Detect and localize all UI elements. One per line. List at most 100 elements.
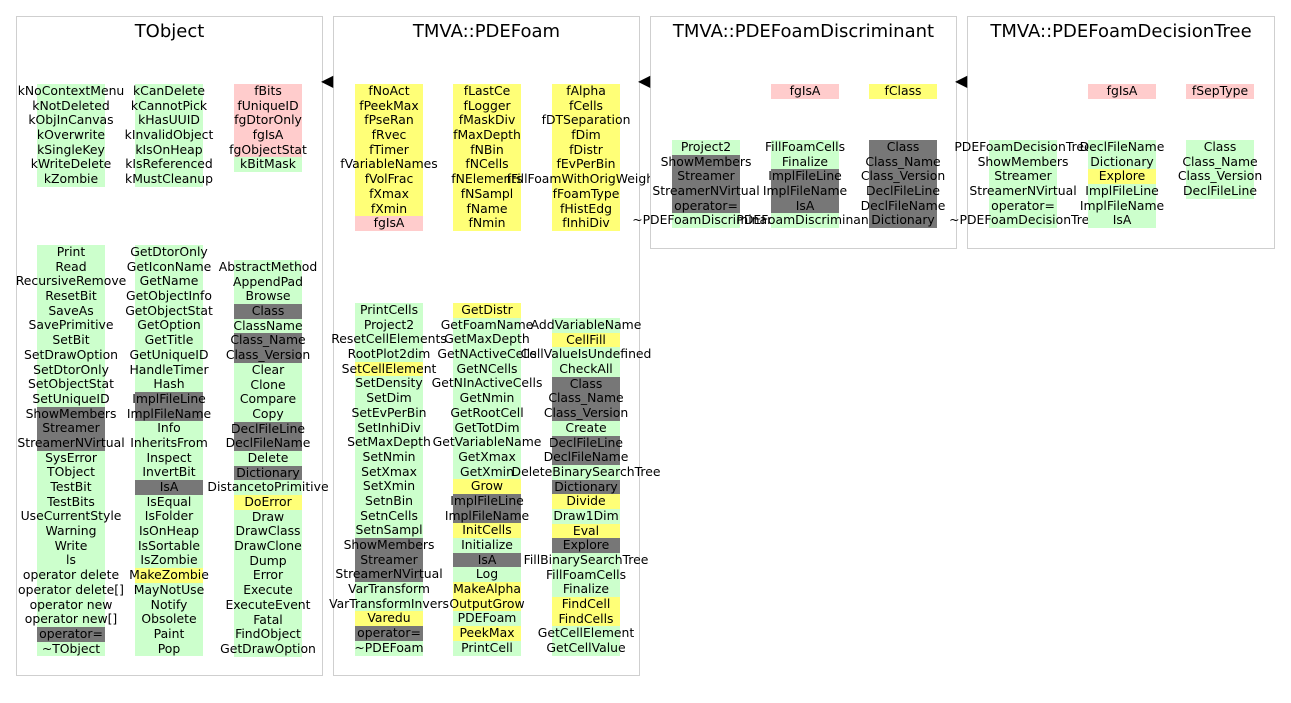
member-item: DeclFileLine bbox=[866, 183, 940, 199]
member-item: Dictionary bbox=[869, 213, 937, 229]
member-item: Class bbox=[552, 375, 620, 392]
member-item-bg bbox=[135, 391, 203, 407]
member-item-label: Clear bbox=[251, 361, 285, 377]
member-item-bg bbox=[1186, 140, 1254, 155]
member-item-label: TestBit bbox=[50, 479, 92, 494]
member-item: IsOnHeap bbox=[135, 523, 203, 539]
member-item-bg bbox=[869, 169, 937, 185]
member-item-label: SetnCells bbox=[360, 507, 418, 523]
member-item-bg bbox=[37, 172, 105, 187]
member-item-label: TestBits bbox=[47, 493, 95, 509]
member-item-bg bbox=[552, 172, 620, 187]
member-item: PrintCells bbox=[355, 302, 423, 318]
member-item: Project2 bbox=[672, 139, 740, 155]
member-item-bg bbox=[355, 626, 423, 641]
member-item-label: SetDim bbox=[366, 390, 412, 406]
member-item-label: Pop bbox=[157, 640, 181, 656]
member-item: fName bbox=[453, 201, 521, 217]
member-item-bg bbox=[1186, 169, 1254, 185]
member-item-label: Project2 bbox=[363, 316, 415, 332]
member-item-label: PeekMax bbox=[459, 625, 515, 641]
member-item-label: SetXmin bbox=[362, 478, 416, 494]
member-item-label: GetUniqueID bbox=[129, 346, 209, 362]
member-item-bg bbox=[135, 465, 203, 480]
member-item: AbstractMethod bbox=[219, 259, 317, 275]
member-item: kInvalidObject bbox=[125, 127, 213, 143]
member-item-bg bbox=[234, 509, 302, 525]
member-item-label: DeclFileLine bbox=[549, 434, 623, 450]
member-item-label: fgDtorOnly bbox=[234, 112, 302, 128]
member-item-label: UseCurrentStyle bbox=[20, 508, 122, 524]
member-column: AbstractMethod AppendPad Browse Class ClassN… bbox=[207, 259, 329, 657]
member-item: ResetCellElements bbox=[331, 332, 447, 348]
member-item: Divide bbox=[552, 494, 620, 509]
member-item-bg bbox=[453, 640, 521, 656]
member-item-label: FillBinarySearchTree bbox=[523, 552, 649, 567]
member-item-bg bbox=[355, 538, 423, 553]
member-item-bg bbox=[135, 274, 203, 290]
member-item-bg bbox=[37, 435, 105, 451]
member-item-bg bbox=[355, 142, 423, 158]
member-item-bg bbox=[552, 626, 620, 642]
member-item: Inspect bbox=[135, 450, 203, 466]
member-item: SetnCells bbox=[355, 507, 423, 524]
member-item: fNSampl bbox=[453, 186, 521, 202]
member-item-label: ImplFileLine bbox=[132, 390, 206, 406]
member-item-bg bbox=[234, 568, 302, 584]
member-item-label: IsSortable bbox=[137, 537, 201, 553]
member-item: fFoamType bbox=[552, 186, 620, 202]
member-item-bg bbox=[552, 597, 620, 612]
member-item-label: ~PDEFoamDecisionTree bbox=[949, 212, 1097, 228]
member-item-label: Class_Version bbox=[543, 405, 629, 421]
member-item-bg bbox=[453, 201, 521, 217]
member-column: fBits fUniqueID fgDtorOnly fgIsA fgObjectSta… bbox=[229, 83, 307, 173]
member-item: DrawClass bbox=[234, 524, 302, 540]
member-item-bg bbox=[453, 172, 521, 187]
member-item-label: Class bbox=[569, 375, 603, 391]
member-item-label: fXmin bbox=[370, 200, 408, 216]
member-item-label: Hash bbox=[153, 376, 185, 392]
member-item-bg bbox=[771, 140, 839, 155]
member-item: OutputGrow bbox=[449, 596, 525, 612]
member-item-bg bbox=[453, 449, 521, 465]
member-item-label: GetTotDim bbox=[454, 419, 520, 435]
member-item-bg bbox=[234, 304, 302, 319]
member-item-bg bbox=[672, 154, 740, 170]
member-item-bg bbox=[453, 508, 521, 524]
member-item-bg bbox=[453, 142, 521, 158]
member-item-bg bbox=[355, 611, 423, 627]
member-item-label: StreamerNVirtual bbox=[652, 183, 760, 199]
member-item: kHasUUID bbox=[135, 113, 203, 129]
member-item: Log bbox=[453, 567, 521, 583]
member-item: SetUniqueID bbox=[32, 391, 110, 407]
member-item-bg bbox=[37, 597, 105, 613]
member-item-label: operator new[] bbox=[24, 611, 118, 627]
member-item: Create bbox=[552, 420, 620, 436]
member-item: fRvec bbox=[355, 127, 423, 143]
member-item: Class_Version bbox=[226, 347, 310, 363]
member-item-label: HandleTimer bbox=[129, 361, 209, 377]
member-item: ResetBit bbox=[37, 288, 105, 304]
member-item-label: fNCells bbox=[465, 156, 509, 172]
member-item-label: Delete bbox=[247, 449, 289, 465]
member-item-bg bbox=[552, 113, 620, 129]
member-item: GetIconName bbox=[127, 259, 211, 275]
member-item-bg bbox=[135, 626, 203, 642]
member-item-bg bbox=[552, 376, 620, 392]
member-item-bg bbox=[552, 157, 620, 173]
member-item-bg bbox=[453, 84, 521, 99]
member-item: StreamerNVirtual bbox=[335, 567, 443, 583]
member-item-bg bbox=[869, 198, 937, 214]
member-item-bg bbox=[234, 583, 302, 598]
member-item-label: Streamer bbox=[677, 168, 735, 184]
member-item-label: GetFoamName bbox=[440, 316, 534, 332]
member-item: fUniqueID bbox=[234, 98, 302, 114]
member-item-label: AbstractMethod bbox=[218, 259, 318, 274]
member-item: Class_Name bbox=[548, 391, 624, 407]
member-item: GetTotDim bbox=[453, 419, 521, 436]
member-item-label: SetnBin bbox=[365, 492, 413, 508]
member-item-bg bbox=[552, 318, 620, 333]
member-item: ~PDEFoamDecisionTree bbox=[949, 213, 1097, 229]
member-item-bg bbox=[989, 154, 1057, 170]
class-box-tobject: TObject kNoContextMenu kNotDeleted kObjInC… bbox=[16, 16, 329, 676]
